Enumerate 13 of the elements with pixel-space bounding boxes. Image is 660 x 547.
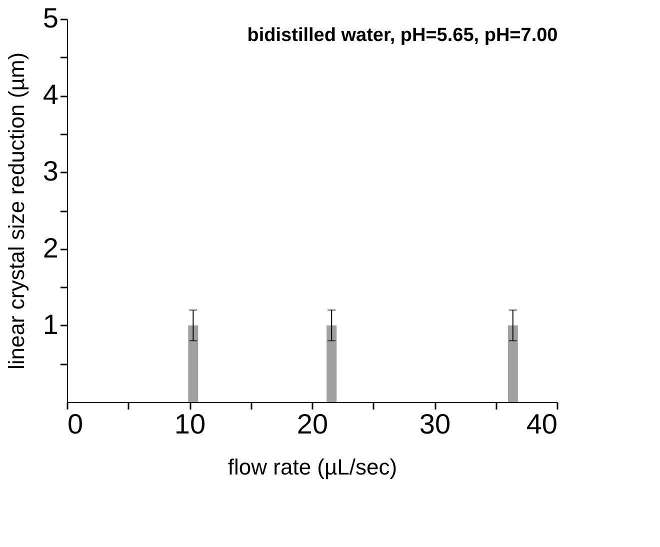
x-tick-label: 0 [68,408,84,440]
y-axis-title: linear crystal size reduction (µm) [4,52,29,370]
y-tick-label: 1 [42,308,58,340]
y-tick-label: 4 [42,79,58,110]
y-tick-label: 5 [42,2,58,34]
x-tick-label: 10 [174,408,206,440]
x-tick-label: 20 [296,408,328,440]
x-tick-label: 40 [526,408,558,440]
x-axis-title: flow rate (µL/sec) [228,454,398,480]
x-tick-label: 30 [419,408,451,440]
y-tick-label: 2 [42,232,58,264]
y-tick-label: 3 [42,156,58,187]
chart-title: bidistilled water, pH=5.65, pH=7.00 [247,25,558,46]
